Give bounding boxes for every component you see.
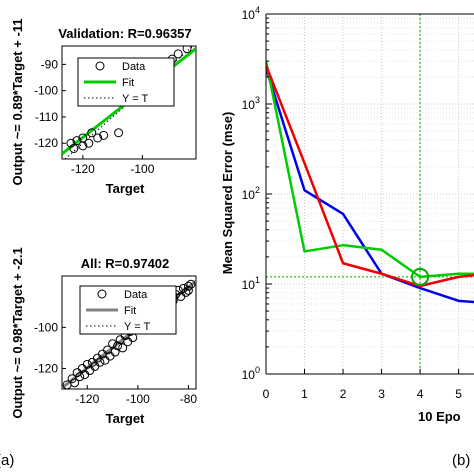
mse-x-tick-label: 4	[417, 387, 424, 401]
mse-y-tick-label: 101	[242, 275, 260, 292]
mse-y-tick-exponent: 2	[255, 185, 260, 195]
mse-plot-area	[266, 14, 474, 374]
validation-data-point	[87, 128, 97, 138]
validation-data-point	[78, 141, 88, 151]
all-x-tick-label: -120	[75, 392, 99, 406]
panel-label-b: (b)	[452, 452, 470, 469]
mse-y-tick-label: 102	[242, 185, 260, 202]
mse-y-tick-exponent: 1	[255, 275, 260, 285]
mse-x-tick-label: 0	[263, 387, 270, 401]
all-data-point	[95, 357, 105, 367]
mse-axes-background	[266, 14, 474, 374]
mse-y-axis-label: Mean Squared Error (mse)	[220, 112, 235, 275]
mse-y-tick-base: 10	[242, 98, 256, 112]
validation-y-axis-label: Output ~= 0.89*Target + -11	[10, 18, 25, 185]
validation-data-point	[114, 128, 124, 138]
validation-data-point	[69, 143, 79, 153]
validation-regression-plot: Validation: R=0.96357 Target Output ~= 0…	[10, 18, 197, 196]
all-data-point	[70, 378, 80, 388]
validation-y-tick-label: -100	[34, 84, 58, 98]
validation-legend-label: Data	[122, 61, 146, 73]
mse-y-tick-base: 10	[242, 278, 256, 292]
all-plot-title: All: R=0.97402	[81, 256, 170, 271]
validation-y-tick-label: -90	[41, 57, 59, 71]
mse-y-tick-label: 103	[242, 95, 260, 112]
all-data-point	[108, 339, 118, 349]
validation-data-point	[99, 130, 109, 140]
validation-plot-title: Validation: R=0.96357	[58, 26, 191, 41]
all-data-point	[118, 343, 128, 353]
all-legend-label: Y = T	[124, 321, 150, 333]
all-y-tick-label: -100	[34, 320, 58, 334]
all-data-point	[113, 341, 123, 351]
validation-x-axis-label: Target	[106, 181, 145, 196]
mse-series-line-1	[266, 60, 474, 279]
mse-y-tick-base: 10	[242, 8, 256, 22]
mse-y-tick-exponent: 4	[255, 5, 260, 15]
all-x-tick-label: -80	[180, 392, 198, 406]
mse-y-tick-base: 10	[242, 188, 256, 202]
all-y-axis-label: Output ~= 0.98*Target + -2.1	[10, 247, 25, 418]
panel-label-a: (a)	[0, 452, 14, 469]
mse-x-tick-label: 2	[340, 387, 347, 401]
validation-data-point	[84, 138, 94, 148]
mse-y-tick-label: 104	[242, 5, 260, 22]
all-data-point	[183, 285, 193, 295]
validation-legend-data-marker	[95, 61, 105, 71]
validation-legend-label: Fit	[122, 77, 134, 89]
mse-y-tick-base: 10	[242, 368, 256, 382]
all-data-point	[183, 281, 193, 291]
all-x-tick-label: -100	[126, 392, 150, 406]
all-x-axis-label: Target	[106, 411, 145, 426]
mse-best-marker	[411, 267, 430, 286]
all-legend-label: Data	[124, 289, 148, 301]
all-legend-label: Fit	[124, 305, 136, 317]
validation-x-tick-label: -120	[71, 162, 95, 176]
validation-data-point	[72, 136, 82, 146]
mse-x-tick-label: 3	[378, 387, 385, 401]
validation-y-tick-label: -120	[34, 136, 58, 150]
all-y-tick-label: -120	[34, 361, 58, 375]
mse-series-line-2	[266, 64, 474, 288]
mse-x-axis-label: 10 Epo	[418, 409, 461, 424]
mse-x-tick-label: 1	[301, 387, 308, 401]
validation-data-point	[182, 46, 192, 54]
all-regression-plot: All: R=0.97402 Target Output ~= 0.98*Tar…	[10, 247, 197, 426]
all-data-point	[181, 287, 191, 297]
mse-performance-plot: Mean Squared Error (mse) 10 Epo 10010110…	[220, 5, 474, 424]
mse-y-tick-exponent: 0	[255, 365, 260, 375]
all-data-point	[75, 372, 85, 382]
validation-data-point	[173, 49, 183, 59]
mse-y-tick-label: 100	[242, 365, 260, 382]
all-data-point	[186, 279, 196, 289]
all-legend-data-marker	[97, 289, 107, 299]
validation-data-point	[93, 133, 103, 143]
validation-data-point	[66, 138, 76, 148]
validation-x-tick-label: -100	[130, 162, 154, 176]
validation-y-tick-label: -110	[35, 110, 58, 124]
all-data-point	[110, 347, 120, 357]
validation-legend-label: Y = T	[122, 93, 148, 105]
mse-y-tick-exponent: 3	[255, 95, 260, 105]
mse-x-tick-label: 5	[455, 387, 462, 401]
